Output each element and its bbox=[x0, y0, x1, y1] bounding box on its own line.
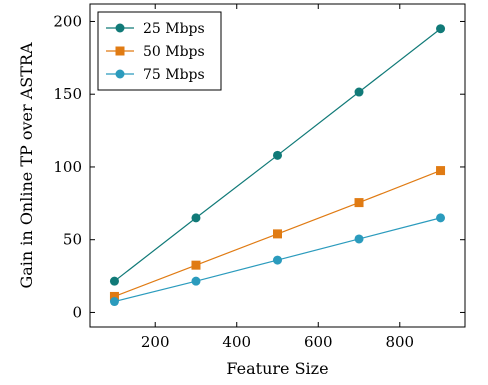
data-point bbox=[273, 255, 282, 265]
legend: 25 Mbps 50 Mbps 75 Mbps bbox=[97, 11, 222, 91]
plot-frame bbox=[89, 3, 466, 328]
legend-entry: 75 Mbps bbox=[106, 67, 205, 83]
legend-marker bbox=[115, 46, 125, 56]
plot-series bbox=[109, 24, 446, 307]
legend-label: 25 Mbps bbox=[143, 21, 205, 37]
x-tick-label: 600 bbox=[304, 333, 333, 351]
y-axis-label: Gain in Online TP over ASTRA bbox=[17, 42, 36, 288]
data-point bbox=[436, 24, 446, 34]
data-point bbox=[273, 229, 282, 239]
legend-label: 50 Mbps bbox=[143, 44, 205, 60]
x-axis-label: Feature Size bbox=[226, 359, 328, 378]
series-2 bbox=[109, 166, 446, 301]
legend-marker bbox=[115, 69, 125, 79]
x-tick-label: 200 bbox=[141, 333, 170, 351]
y-tick-label: 50 bbox=[63, 231, 82, 249]
y-tick-label: 200 bbox=[53, 12, 82, 30]
series-1 bbox=[109, 24, 446, 286]
x-tick-label: 800 bbox=[385, 333, 414, 351]
data-point bbox=[436, 166, 446, 176]
x-tick-label: 400 bbox=[222, 333, 251, 351]
legend-label: 75 Mbps bbox=[143, 67, 205, 83]
legend-entry: 25 Mbps bbox=[106, 21, 205, 37]
data-point bbox=[191, 260, 201, 270]
data-point bbox=[191, 276, 201, 286]
data-point bbox=[109, 297, 119, 307]
data-point bbox=[354, 87, 364, 97]
legend-marker bbox=[115, 23, 125, 33]
axes: 200 400 600 800 0 50 100 150 200 bbox=[53, 3, 466, 351]
data-point bbox=[273, 150, 282, 160]
data-point bbox=[354, 234, 364, 244]
data-point bbox=[436, 213, 446, 223]
data-point bbox=[109, 291, 119, 301]
legend-entry: 50 Mbps bbox=[106, 44, 205, 60]
y-tick-label: 150 bbox=[53, 85, 82, 103]
y-tick-label: 100 bbox=[53, 158, 82, 176]
y-tick-label: 0 bbox=[72, 303, 82, 321]
data-point bbox=[109, 276, 119, 286]
data-point bbox=[191, 213, 201, 223]
series-3 bbox=[109, 213, 446, 307]
data-point bbox=[354, 198, 364, 208]
